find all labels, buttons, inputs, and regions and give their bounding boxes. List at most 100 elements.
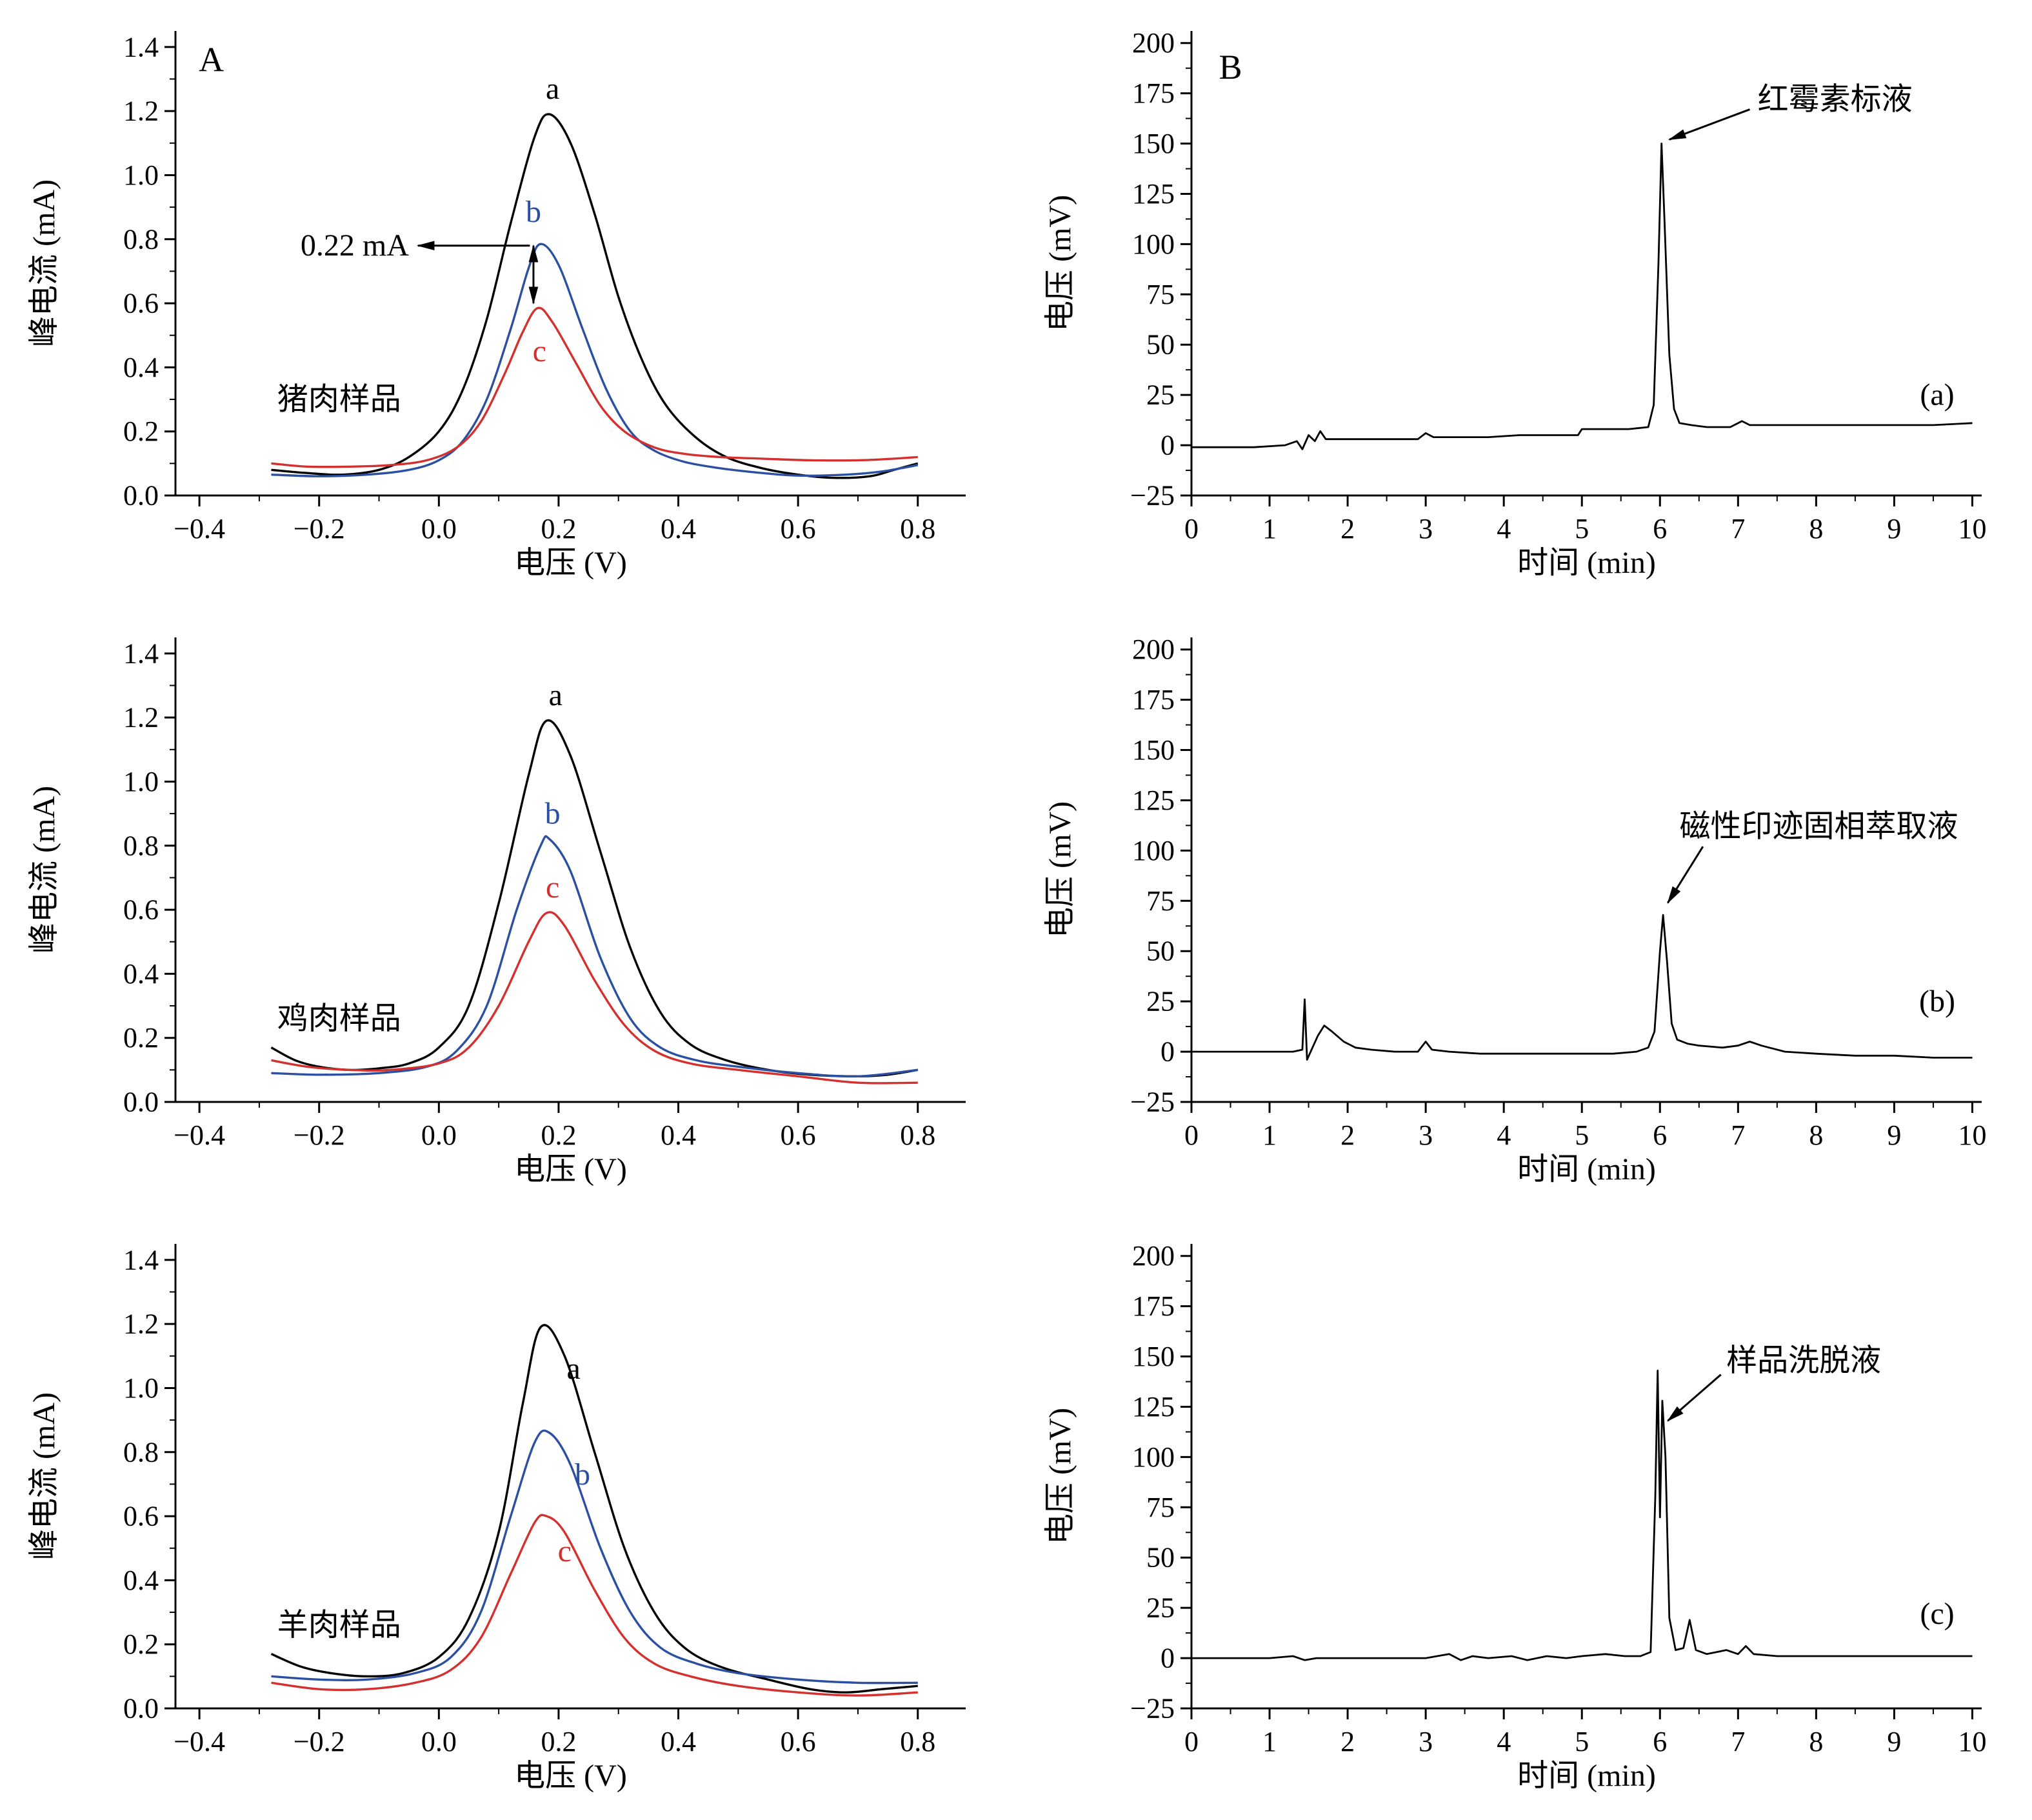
axes [174, 637, 966, 1103]
y-axis-label: 峰电流 (mA) [27, 1392, 61, 1560]
annotation-text: a [566, 1352, 580, 1386]
annotation-text: 猪肉样品 [277, 383, 401, 417]
svg-text:0.4: 0.4 [123, 1565, 159, 1596]
svg-text:0.2: 0.2 [541, 1119, 576, 1151]
svg-text:50: 50 [1146, 935, 1175, 967]
series-c-line [271, 306, 918, 468]
svg-text:0.8: 0.8 [900, 513, 935, 545]
svg-text:200: 200 [1132, 1240, 1175, 1272]
series-b-line [271, 1429, 918, 1685]
annotation-text: c [533, 334, 546, 368]
svg-text:5: 5 [1575, 1119, 1589, 1151]
svg-text:7: 7 [1731, 1726, 1745, 1757]
svg-text:1: 1 [1262, 513, 1277, 545]
svg-text:0.4: 0.4 [661, 513, 696, 545]
series-standard-line [1191, 143, 1973, 450]
panel-B-standard: 0 1 2 3 4 5 6 7 8 9 10 −25 0 25 50 75 100 125 150 175 200 时间 … [1016, 0, 2032, 606]
svg-text:−0.2: −0.2 [294, 1726, 345, 1757]
x-axis-label: 时间 (min) [1517, 1759, 1656, 1793]
svg-text:0.6: 0.6 [781, 1726, 816, 1757]
annotation-text: a [549, 678, 563, 712]
svg-text:0.4: 0.4 [123, 352, 159, 383]
svg-text:0.8: 0.8 [123, 1436, 159, 1468]
svg-text:8: 8 [1809, 1726, 1823, 1757]
svg-text:−0.2: −0.2 [294, 513, 345, 545]
svg-text:0.6: 0.6 [123, 1501, 159, 1532]
svg-text:0.8: 0.8 [900, 1119, 935, 1151]
svg-text:0: 0 [1184, 1119, 1199, 1151]
svg-text:25: 25 [1146, 986, 1175, 1017]
svg-text:0.6: 0.6 [781, 513, 816, 545]
svg-text:10: 10 [1958, 1726, 1986, 1757]
svg-text:−25: −25 [1130, 1693, 1175, 1725]
panel-B-extract: 0 1 2 3 4 5 6 7 8 9 10 −25 0 25 50 75 100 125 150 175 200 时间 … [1016, 606, 2032, 1213]
svg-text:8: 8 [1809, 513, 1823, 545]
annotation-text: A [199, 41, 224, 79]
major-ticks [164, 1259, 919, 1719]
svg-text:150: 150 [1132, 1341, 1175, 1372]
series-eluent-line [1191, 1370, 1973, 1661]
tick-labels: −0.4 −0.2 0.0 0.2 0.4 0.6 0.8 0.0 0.2 0.4 0.6 0.8 1.… [123, 637, 935, 1151]
svg-text:0: 0 [1184, 513, 1199, 545]
svg-text:50: 50 [1146, 1542, 1175, 1574]
svg-text:0.0: 0.0 [421, 513, 457, 545]
chart-B-standard-chromatogram: 0 1 2 3 4 5 6 7 8 9 10 −25 0 25 50 75 100 125 150 175 200 时间 … [1043, 27, 1986, 580]
annotation-text: (b) [1919, 985, 1955, 1019]
svg-text:0: 0 [1160, 430, 1175, 461]
minor-ticks [170, 78, 859, 501]
svg-text:10: 10 [1958, 1119, 1986, 1151]
y-axis-label: 峰电流 (mA) [27, 786, 61, 954]
annotation-text: 磁性印迹固相萃取液 [1680, 809, 1958, 843]
tick-labels: 0 1 2 3 4 5 6 7 8 9 10 −25 0 25 50 75 100 125 150 175 200 [1130, 634, 1986, 1151]
annotation-text: b [526, 195, 541, 229]
svg-text:3: 3 [1419, 1119, 1433, 1151]
panel-B-eluent: 0 1 2 3 4 5 6 7 8 9 10 −25 0 25 50 75 100 125 150 175 200 时间 … [1016, 1213, 2032, 1819]
annotation-text: B [1219, 48, 1242, 86]
svg-text:175: 175 [1132, 77, 1175, 109]
annotation-text: (a) [1920, 378, 1954, 412]
svg-text:1.4: 1.4 [123, 1244, 159, 1275]
svg-text:125: 125 [1132, 178, 1175, 210]
y-axis-label: 电压 (mV) [1043, 1408, 1077, 1545]
series-b-line [271, 835, 918, 1078]
axes [1190, 637, 1982, 1103]
svg-text:2: 2 [1340, 513, 1355, 545]
series-c-line [271, 1514, 918, 1697]
svg-text:0.0: 0.0 [421, 1726, 457, 1757]
chart-A-chicken-voltammogram: −0.4 −0.2 0.0 0.2 0.4 0.6 0.8 0.0 0.2 0.4 0.6 0.8 1.… [27, 637, 966, 1186]
y-axis-label: 电压 (mV) [1043, 195, 1077, 332]
svg-text:6: 6 [1653, 513, 1667, 545]
svg-text:1.2: 1.2 [123, 1308, 159, 1340]
svg-text:100: 100 [1132, 228, 1175, 260]
annotation-arrow [416, 241, 530, 251]
minor-ticks [1186, 67, 1934, 501]
svg-text:100: 100 [1132, 1441, 1175, 1473]
svg-text:1.0: 1.0 [123, 766, 159, 797]
annotation-text: 红霉素标液 [1758, 82, 1913, 116]
svg-text:125: 125 [1132, 1391, 1175, 1423]
minor-ticks [170, 1291, 859, 1714]
svg-text:7: 7 [1731, 1119, 1745, 1151]
annotation-text: a [546, 72, 559, 106]
axes [174, 1244, 966, 1710]
svg-text:2: 2 [1340, 1726, 1355, 1757]
annotation-arrow [1666, 1374, 1722, 1422]
annotation-text: b [575, 1457, 590, 1492]
svg-text:125: 125 [1132, 785, 1175, 816]
svg-text:−0.2: −0.2 [294, 1119, 345, 1151]
tick-labels: 0 1 2 3 4 5 6 7 8 9 10 −25 0 25 50 75 100 125 150 175 200 [1130, 1240, 1986, 1757]
annotation-text: 样品洗脱液 [1726, 1343, 1881, 1377]
tick-labels: −0.4 −0.2 0.0 0.2 0.4 0.6 0.8 0.0 0.2 0.4 0.6 0.8 1.… [123, 31, 935, 545]
chart-A-pork-voltammogram: −0.4 −0.2 0.0 0.2 0.4 0.6 0.8 0.0 0.2 0.4 0.6 0.8 1.… [27, 31, 966, 580]
annotation-measure-arrow [528, 244, 539, 305]
svg-text:4: 4 [1497, 1726, 1511, 1757]
series-b-line [271, 243, 919, 477]
svg-text:4: 4 [1497, 1119, 1511, 1151]
tick-labels: 0 1 2 3 4 5 6 7 8 9 10 −25 0 25 50 75 100 125 150 175 200 [1130, 27, 1986, 545]
svg-text:9: 9 [1887, 513, 1901, 545]
svg-text:8: 8 [1809, 1119, 1823, 1151]
major-ticks [164, 46, 919, 506]
svg-text:0.6: 0.6 [123, 288, 159, 319]
svg-text:7: 7 [1731, 513, 1745, 545]
major-ticks [1180, 42, 1973, 506]
